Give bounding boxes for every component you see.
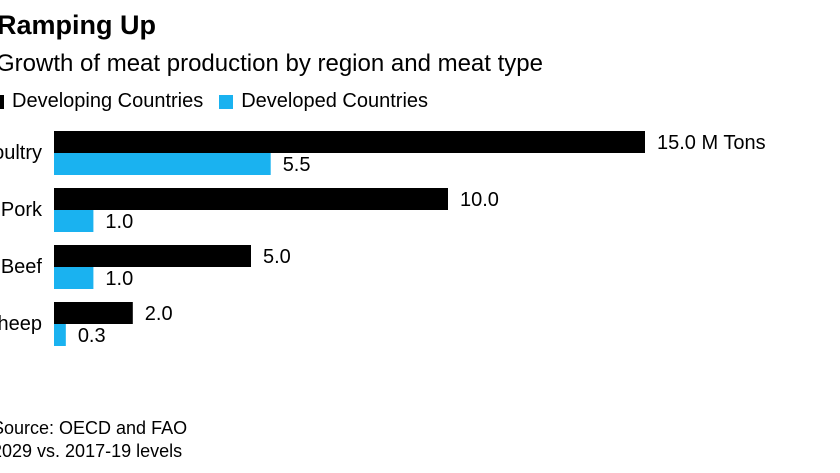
legend-label-developed: Developed Countries <box>241 90 429 112</box>
data-label-poultry-developed: 5.5 <box>283 154 311 176</box>
bar-pork-developed <box>54 210 94 232</box>
legend-swatch-developing <box>0 94 4 109</box>
category-label-sheep: Sheep <box>0 313 42 335</box>
category-label-pork: Pork <box>1 199 43 221</box>
data-label-poultry-developing: 15.0 M Tons <box>657 132 766 154</box>
data-label-sheep-developing: 2.0 <box>145 303 173 325</box>
chart-subtitle: Growth of meat production by region and … <box>0 50 543 77</box>
bar-poultry-developing <box>54 131 645 153</box>
legend-item-developing: Developing Countries <box>0 90 203 113</box>
chart-legend: Developing Countries Developed Countries <box>0 90 444 113</box>
legend-label-developing: Developing Countries <box>12 90 204 112</box>
legend-swatch-developed <box>219 94 234 109</box>
bar-beef-developed <box>54 267 94 289</box>
bar-poultry-developed <box>54 153 271 175</box>
legend-item-developed: Developed Countries <box>219 90 428 113</box>
data-label-sheep-developed: 0.3 <box>78 325 106 347</box>
bar-sheep-developing <box>54 302 133 324</box>
data-label-pork-developed: 1.0 <box>105 211 133 233</box>
data-label-beef-developing: 5.0 <box>263 246 291 268</box>
bar-sheep-developed <box>54 324 66 346</box>
bar-beef-developing <box>54 245 251 267</box>
source-note: Source: OECD and FAO <box>0 418 188 438</box>
category-label-beef: Beef <box>1 256 43 278</box>
data-label-beef-developed: 1.0 <box>105 268 133 290</box>
period-note: 2029 vs. 2017-19 levels <box>0 441 183 461</box>
data-label-pork-developing: 10.0 <box>460 189 499 211</box>
bar-pork-developing <box>54 188 448 210</box>
chart-title: Ramping Up <box>0 10 156 40</box>
category-label-poultry: Poultry <box>0 142 42 164</box>
